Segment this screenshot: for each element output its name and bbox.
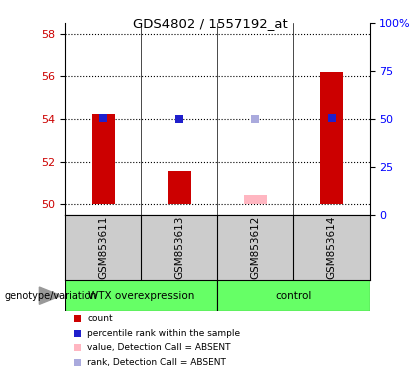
Text: rank, Detection Call = ABSENT: rank, Detection Call = ABSENT (87, 358, 226, 367)
Polygon shape (39, 287, 61, 304)
Point (252, 116, 259, 122)
Text: GSM853611: GSM853611 (98, 216, 108, 280)
Text: count: count (87, 314, 113, 323)
Point (328, 115, 335, 121)
Point (100, 115, 107, 121)
Bar (65, 280, 218, 311)
Text: GSM853613: GSM853613 (174, 216, 184, 280)
Text: value, Detection Call = ABSENT: value, Detection Call = ABSENT (87, 343, 231, 353)
Text: control: control (275, 291, 312, 301)
Text: genotype/variation: genotype/variation (4, 291, 97, 301)
Bar (244, 195, 267, 204)
Text: percentile rank within the sample: percentile rank within the sample (87, 329, 241, 338)
Point (176, 116, 183, 122)
Text: GSM853612: GSM853612 (250, 216, 260, 280)
Text: GSM853614: GSM853614 (326, 216, 336, 280)
Text: GDS4802 / 1557192_at: GDS4802 / 1557192_at (133, 17, 287, 30)
Bar (218, 280, 370, 311)
Bar (168, 171, 191, 204)
Text: WTX overexpression: WTX overexpression (88, 291, 194, 301)
Bar (320, 72, 343, 204)
Bar (92, 114, 115, 204)
